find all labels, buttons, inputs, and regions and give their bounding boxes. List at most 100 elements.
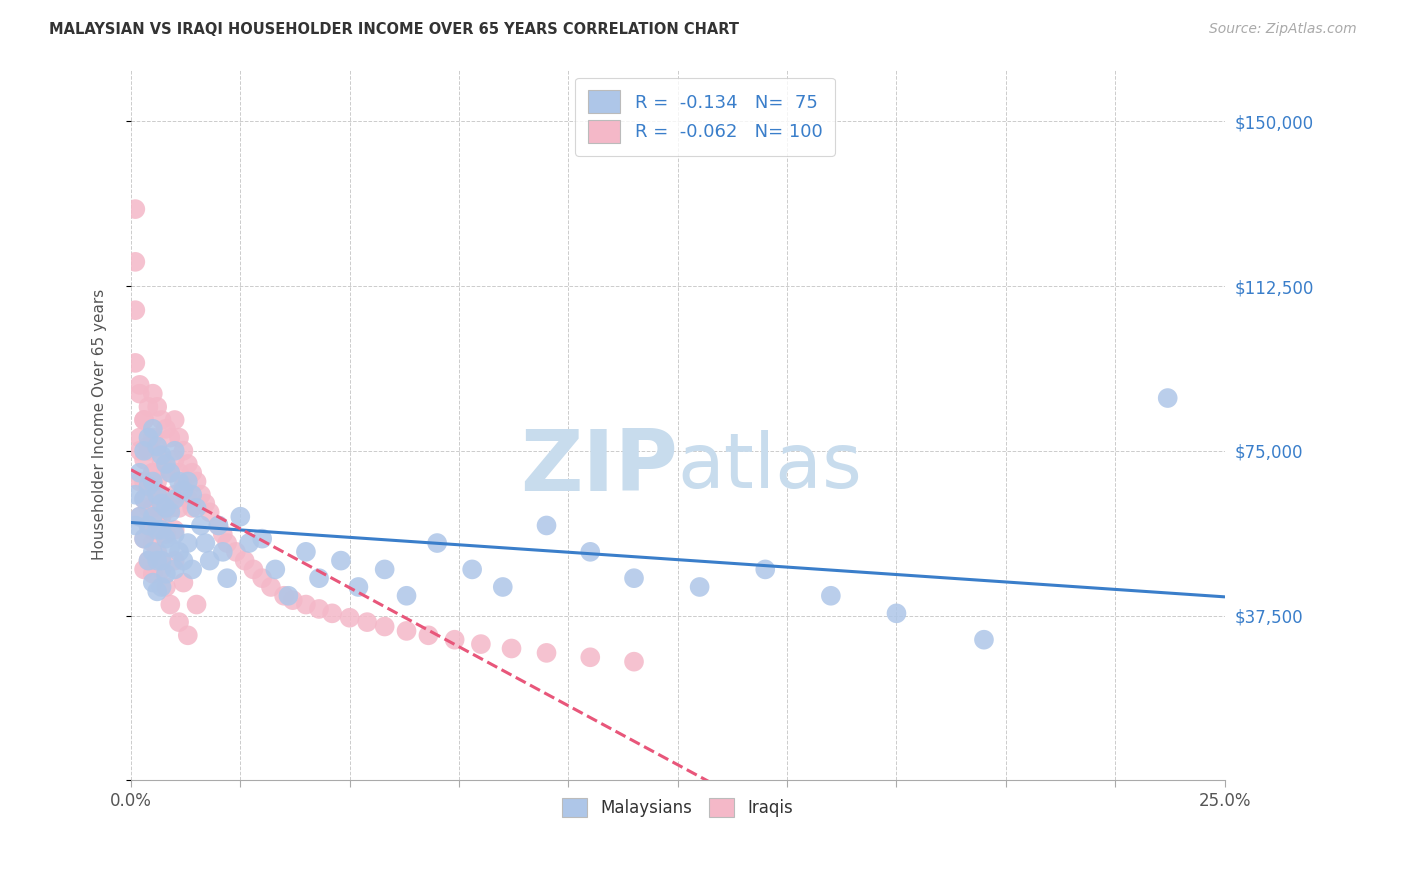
Point (146, 545, 169, 559)
Point (172, 575, 194, 590)
Point (142, 475, 165, 489)
Point (124, 303, 146, 318)
Point (198, 505, 221, 519)
Point (142, 386, 165, 401)
Point (146, 475, 169, 489)
Point (155, 461, 177, 475)
Point (194, 496, 217, 510)
Point (163, 523, 186, 537)
Point (128, 509, 150, 524)
Point (356, 615, 378, 629)
Point (167, 431, 190, 445)
Point (229, 509, 252, 524)
Point (198, 553, 221, 567)
Point (211, 527, 233, 541)
Point (190, 488, 212, 502)
Point (163, 488, 186, 502)
Point (264, 562, 287, 576)
Point (281, 593, 304, 607)
Point (172, 553, 194, 567)
Point (146, 553, 169, 567)
Point (250, 532, 273, 546)
Text: atlas: atlas (678, 430, 863, 504)
Point (374, 619, 396, 633)
Point (138, 443, 160, 458)
Point (177, 492, 200, 507)
Point (238, 536, 260, 550)
Point (142, 536, 165, 550)
Point (470, 637, 492, 651)
Point (138, 553, 160, 567)
Point (142, 431, 165, 445)
Point (186, 500, 208, 515)
Point (295, 598, 318, 612)
Point (273, 589, 295, 603)
Point (132, 562, 155, 576)
Point (172, 479, 194, 493)
Point (155, 527, 177, 541)
Point (233, 553, 256, 567)
Point (155, 532, 177, 546)
Point (242, 562, 264, 576)
Point (132, 492, 155, 507)
Point (142, 566, 165, 581)
Point (159, 541, 181, 555)
Point (146, 488, 169, 502)
Point (150, 448, 173, 462)
Point (138, 500, 160, 515)
Point (339, 611, 361, 625)
Point (277, 589, 299, 603)
Point (172, 443, 194, 458)
Point (395, 624, 418, 638)
Point (181, 500, 204, 515)
Point (138, 431, 160, 445)
Point (128, 386, 150, 401)
Point (295, 545, 318, 559)
Point (163, 452, 186, 467)
Point (177, 475, 200, 489)
Point (308, 571, 330, 585)
Point (689, 580, 711, 594)
Point (190, 518, 212, 533)
Point (150, 488, 173, 502)
Point (150, 553, 173, 567)
Point (150, 523, 173, 537)
Point (820, 589, 842, 603)
Point (155, 500, 177, 515)
Point (536, 518, 558, 533)
Point (623, 571, 645, 585)
Point (579, 545, 602, 559)
Point (132, 492, 155, 507)
Point (132, 443, 155, 458)
Point (167, 475, 190, 489)
Point (163, 443, 186, 458)
Point (886, 607, 908, 621)
Point (194, 536, 217, 550)
Point (186, 598, 208, 612)
Y-axis label: Householder Income Over 65 years: Householder Income Over 65 years (93, 289, 107, 560)
Point (167, 500, 190, 515)
Point (181, 466, 204, 480)
Point (461, 562, 484, 576)
Point (150, 580, 173, 594)
Text: ZIP: ZIP (520, 425, 678, 508)
Point (167, 545, 190, 559)
Point (217, 536, 239, 550)
Point (142, 500, 165, 515)
Point (138, 479, 160, 493)
Text: Source: ZipAtlas.com: Source: ZipAtlas.com (1209, 22, 1357, 37)
Point (138, 439, 160, 453)
Point (308, 602, 330, 616)
Point (973, 632, 995, 647)
Point (579, 650, 602, 665)
Point (492, 580, 515, 594)
Point (250, 571, 273, 585)
Point (128, 466, 150, 480)
Point (138, 400, 160, 414)
Point (501, 641, 523, 656)
Point (150, 496, 173, 510)
Point (163, 413, 186, 427)
Point (155, 422, 177, 436)
Point (142, 545, 165, 559)
Point (186, 475, 208, 489)
